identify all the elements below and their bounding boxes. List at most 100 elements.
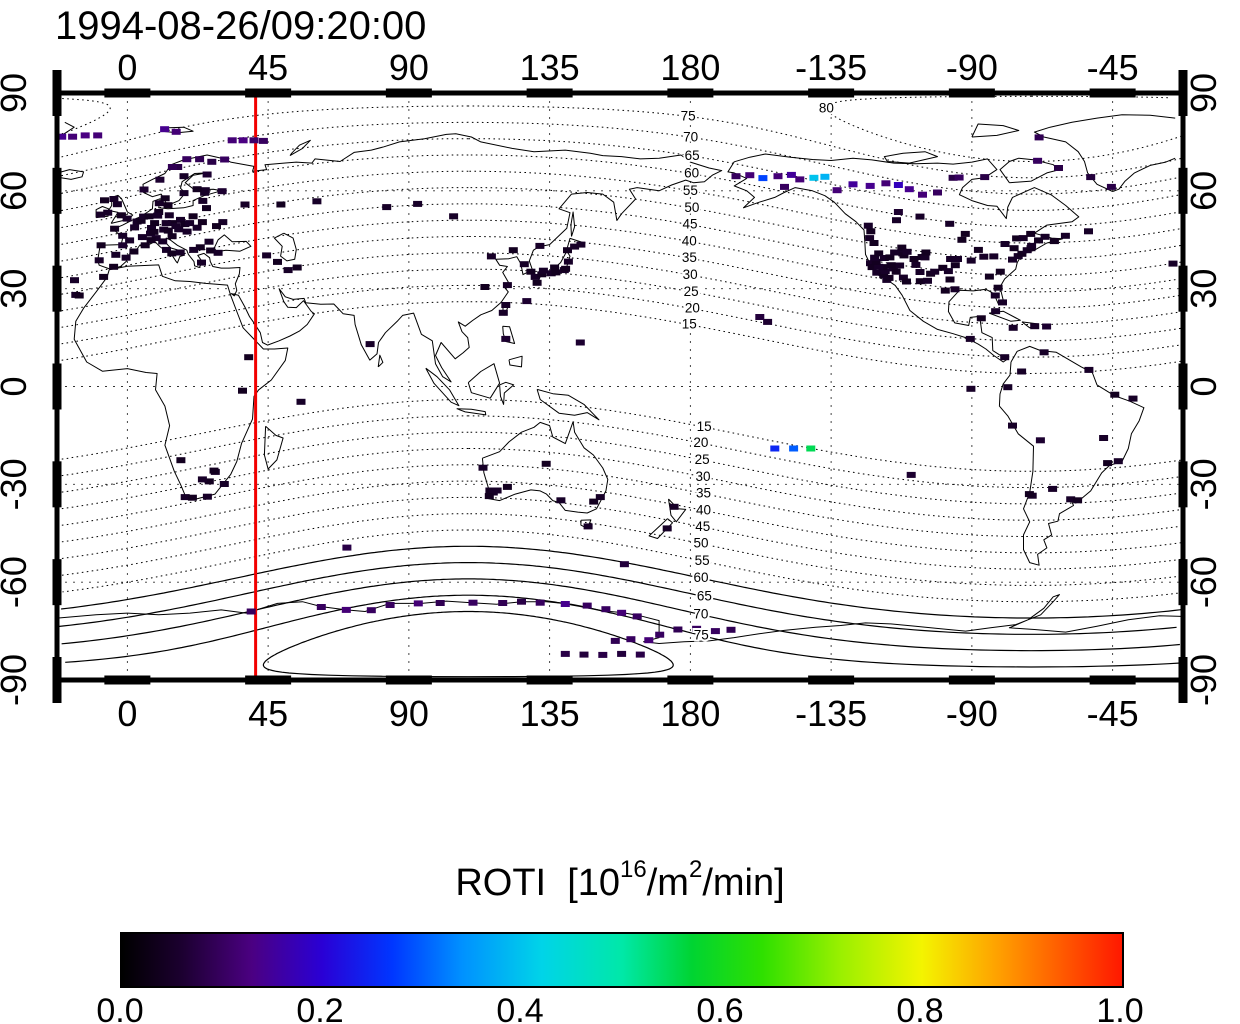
data-point — [938, 264, 948, 271]
axis-label-bottom: -90 — [946, 693, 998, 734]
data-point — [866, 260, 875, 267]
data-point — [915, 213, 925, 220]
data-point — [382, 204, 392, 211]
axis-tick-mark-top — [667, 88, 714, 98]
data-point — [809, 174, 819, 181]
data-point — [546, 270, 556, 277]
data-point — [160, 126, 170, 133]
data-point — [617, 609, 627, 616]
coastline-path — [502, 325, 516, 344]
data-point — [174, 226, 184, 233]
data-point — [731, 173, 741, 180]
data-point — [480, 284, 490, 290]
data-point — [129, 248, 139, 255]
data-point — [486, 253, 496, 260]
data-point — [561, 265, 571, 272]
data-point — [1008, 422, 1017, 429]
data-point — [498, 600, 508, 606]
data-point — [227, 137, 237, 144]
data-point — [632, 613, 642, 620]
axis-tick-mark-right — [1178, 265, 1188, 312]
axis-label-top: 180 — [660, 47, 720, 88]
data-point — [1012, 235, 1022, 242]
data-point — [899, 252, 909, 259]
axis-tick-mark-top — [385, 88, 432, 98]
data-point — [262, 252, 272, 259]
data-point — [556, 497, 566, 504]
data-point — [530, 273, 540, 280]
data-point — [151, 235, 161, 242]
data-point — [103, 209, 113, 216]
axis-label-left: 60 — [0, 171, 34, 211]
data-point — [202, 493, 212, 500]
data-point — [598, 651, 608, 658]
data-point — [911, 261, 921, 268]
data-point — [1024, 491, 1034, 498]
data-point — [832, 187, 842, 194]
coastline-path — [570, 211, 576, 237]
coastline-path — [273, 232, 297, 262]
data-point — [171, 223, 181, 230]
data-point — [187, 494, 197, 501]
axis-label-left: 0 — [0, 376, 34, 396]
data-point — [601, 606, 611, 613]
data-point — [893, 182, 903, 188]
data-point — [342, 544, 352, 551]
data-point — [915, 278, 925, 285]
magnetic-contour-line — [59, 399, 1181, 472]
contour-label: 30 — [695, 469, 710, 484]
data-point — [508, 247, 518, 254]
data-point — [989, 253, 999, 260]
data-point — [155, 176, 165, 183]
coastline-path — [508, 355, 523, 368]
data-point — [150, 220, 160, 227]
data-point — [130, 224, 140, 231]
map-plot-svg: 8075706560555045403530252015152025303540… — [0, 47, 1224, 734]
data-point — [870, 254, 880, 261]
data-point — [139, 213, 149, 220]
colorbar-tick-label: 0.6 — [696, 992, 744, 1024]
data-point — [1003, 384, 1013, 391]
data-point — [973, 246, 983, 253]
data-point — [1034, 237, 1043, 244]
contour-label: 45 — [682, 217, 697, 232]
data-point — [167, 233, 177, 240]
data-point — [635, 651, 645, 658]
data-point — [100, 197, 109, 204]
data-point — [895, 262, 905, 269]
contour-label: 80 — [819, 100, 834, 115]
data-point — [930, 268, 940, 275]
data-point — [1103, 460, 1113, 467]
data-point — [906, 471, 916, 478]
magnetic-contour-line — [57, 105, 1182, 179]
axis-tick-mark-right — [1178, 167, 1188, 214]
data-point — [626, 636, 636, 643]
data-point — [755, 314, 765, 320]
data-point — [492, 487, 502, 494]
data-point — [180, 494, 190, 501]
data-point — [213, 249, 223, 256]
data-point — [966, 257, 976, 264]
data-point — [136, 217, 146, 224]
data-point — [57, 133, 67, 140]
data-point — [195, 244, 205, 251]
data-point — [163, 202, 173, 209]
data-point — [526, 268, 536, 275]
data-point — [991, 308, 1001, 315]
data-point — [892, 217, 901, 224]
data-point — [897, 244, 907, 251]
data-point — [240, 201, 250, 208]
data-point — [923, 277, 932, 284]
data-point — [1009, 245, 1019, 252]
data-point — [541, 460, 551, 467]
data-point — [563, 247, 572, 254]
axis-label-top: 0 — [117, 47, 137, 88]
data-point — [154, 209, 164, 215]
data-point — [118, 242, 128, 249]
data-point — [893, 209, 903, 215]
data-point — [872, 269, 882, 276]
data-point — [1168, 260, 1178, 267]
coastline-path — [481, 421, 609, 514]
data-point — [220, 156, 230, 163]
data-point — [1008, 256, 1017, 263]
